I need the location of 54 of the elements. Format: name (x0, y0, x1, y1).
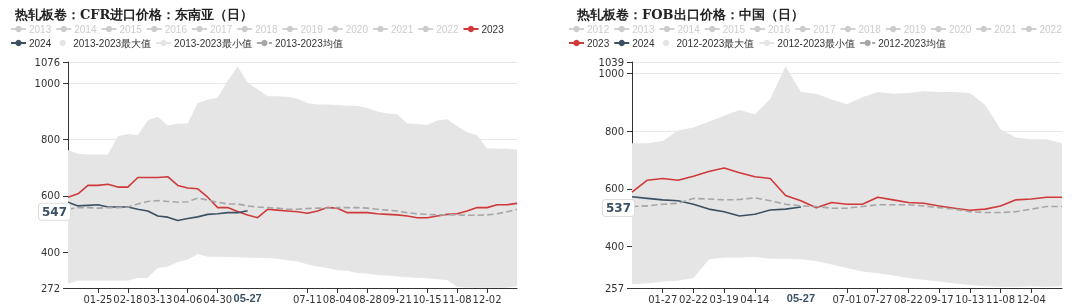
x-tick-label: 01-25 (83, 293, 113, 305)
legend-label: 2012-2023均值 (878, 37, 946, 49)
x-tick-label: 09-17 (924, 293, 954, 305)
y-tick-label: 400 (604, 241, 624, 253)
chart-title: 热轧板卷：FOB出口价格：中国（日） (576, 7, 804, 22)
y-tick-label: 1000 (34, 77, 60, 89)
line-series (67, 175, 518, 219)
x-tick-label: 08-28 (352, 293, 382, 305)
x-tick-label: 03-13 (143, 293, 173, 305)
legend-label: 2023 (481, 23, 505, 35)
legend-label: 2013-2023最小值 (174, 37, 252, 49)
x-tick-label: 07-01 (832, 293, 862, 305)
y-tick-label: 800 (40, 134, 60, 146)
x-tick-label: 04-30 (203, 293, 233, 305)
x-tick-label: 03-19 (709, 293, 739, 305)
annotation: 547 (42, 204, 68, 219)
x-tick-label: 07-27 (863, 293, 893, 305)
x-tick-label: 10-13 (955, 293, 985, 305)
legend-label: 2023 (587, 37, 610, 49)
legend-label: 2013-2023均值 (274, 37, 343, 49)
text: 05-27 (233, 291, 262, 304)
x-tick-label: 11-08 (986, 293, 1016, 305)
y-tick-label: 400 (40, 246, 60, 258)
line-series (631, 195, 802, 217)
legend-label: 2012-2023最小值 (777, 37, 856, 49)
legend-label: 2013-2023最大值 (73, 37, 152, 49)
legend-label: 2024 (29, 37, 52, 49)
y-tick-label: 1076 (34, 56, 60, 68)
legend-label: 2024 (632, 37, 655, 49)
annotation: 537 (606, 201, 632, 216)
x-tick-label: 02-18 (113, 293, 143, 305)
y-tick-label: 800 (604, 125, 624, 137)
y-tick-label: 257 (604, 282, 624, 294)
line-series (631, 167, 1063, 212)
x-tick-label: 04-14 (740, 293, 770, 305)
y-tick-label: 600 (40, 190, 60, 202)
y-tick-label: 600 (604, 183, 624, 195)
text: 05-27 (786, 291, 815, 304)
x-tick-label: 12-04 (1016, 293, 1046, 305)
x-tick-label: 07-11 (292, 293, 322, 305)
y-tick-label: 272 (40, 282, 60, 294)
x-tick-label: 12-02 (472, 293, 502, 305)
x-tick-label: 09-21 (382, 293, 412, 305)
x-tick-label: 10-15 (412, 293, 442, 305)
y-tick-label: 1039 (598, 56, 624, 68)
chart-title: 热轧板卷：CFR进口价格：东南亚（日） (14, 7, 254, 22)
x-tick-label: 01-27 (648, 293, 678, 305)
legend-label: 2012-2023最大值 (676, 37, 755, 49)
x-tick-label: 02-22 (678, 293, 708, 305)
x-tick-label: 08-04 (322, 293, 352, 305)
x-tick-label: 11-08 (442, 293, 472, 305)
y-tick-label: 1000 (598, 67, 624, 79)
x-tick-label: 04-06 (173, 293, 203, 305)
x-tick-label: 08-22 (893, 293, 923, 305)
